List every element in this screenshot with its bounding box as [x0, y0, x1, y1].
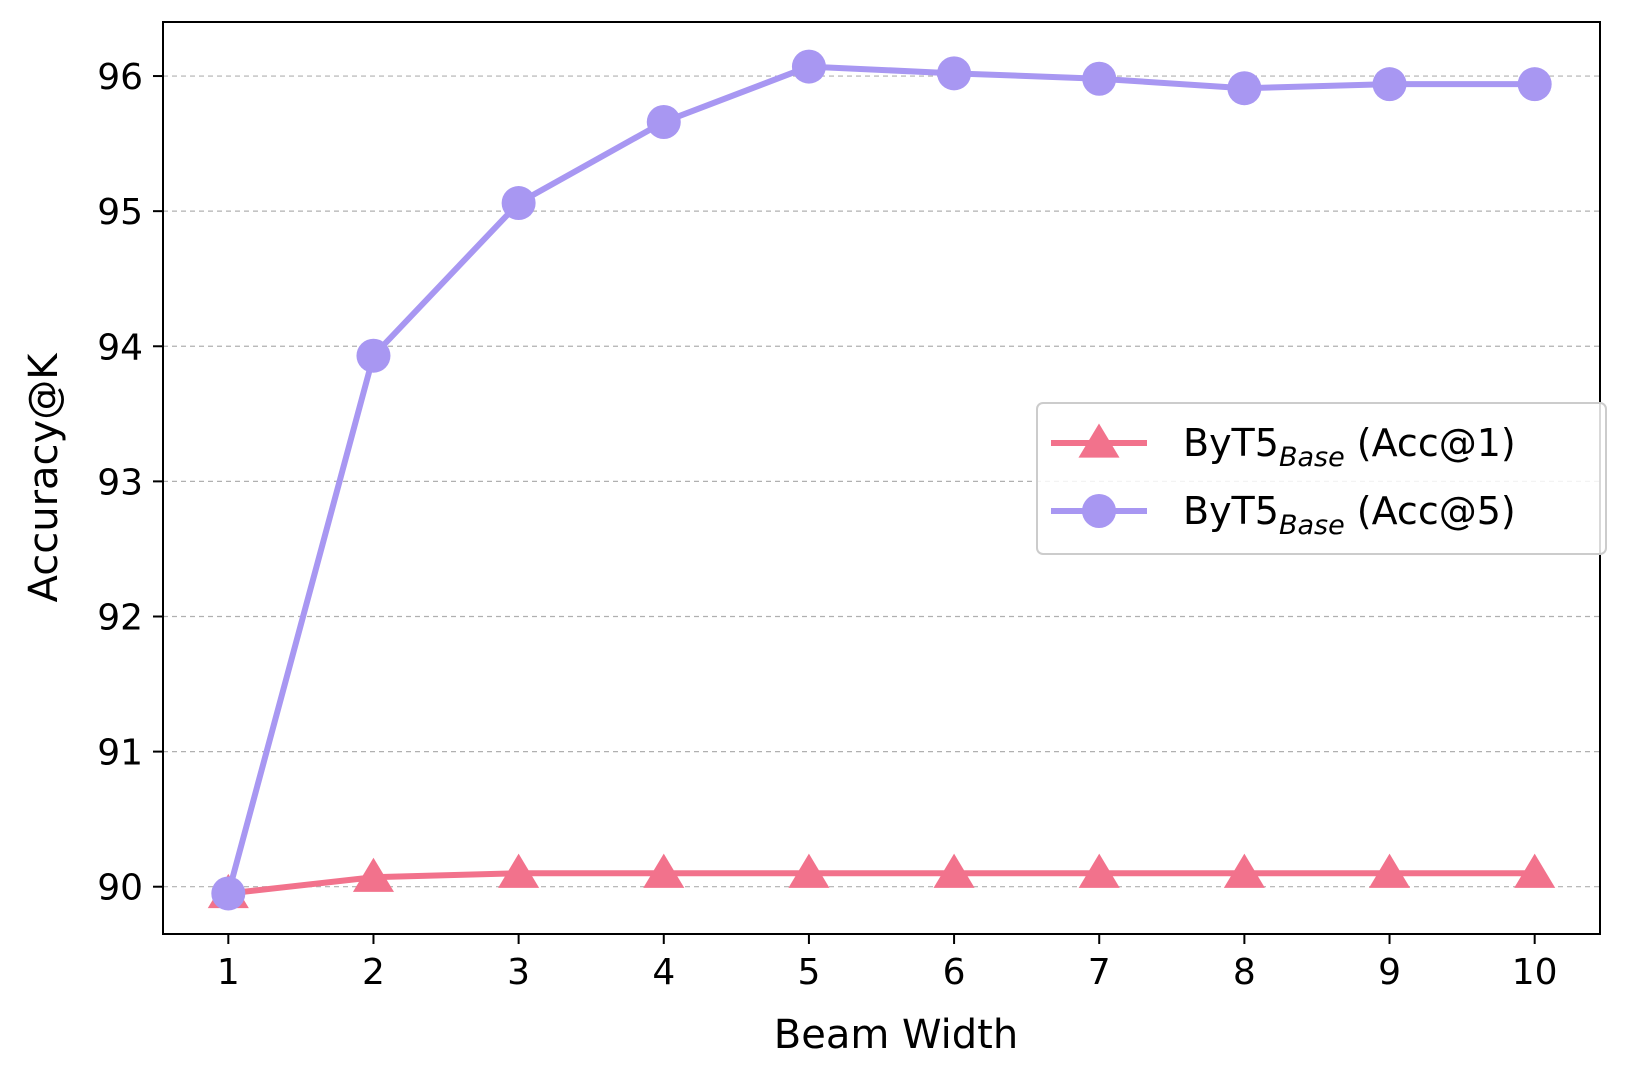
y-tick-label-2: 92 — [97, 597, 143, 638]
y-tick-label-3: 93 — [97, 462, 143, 503]
axis-ticks: 90 91 92 93 94 95 96 1 2 3 4 5 6 7 8 9 10 — [97, 57, 1557, 993]
series-0-point-4 — [788, 853, 830, 888]
y-axis-label: Accuracy@K — [21, 352, 67, 603]
x-tick-label-7: 8 — [1233, 952, 1256, 993]
x-tick-label-4: 5 — [797, 952, 820, 993]
series-1-point-3 — [646, 104, 681, 139]
series-1-point-0 — [211, 876, 246, 911]
x-tick-label-9: 10 — [1512, 952, 1558, 993]
x-tick-label-6: 7 — [1088, 952, 1111, 993]
series-0-point-1 — [352, 857, 394, 892]
x-axis-label: Beam Width — [774, 1012, 1018, 1058]
series-0-point-2 — [498, 853, 540, 888]
series-0-point-8 — [1369, 853, 1411, 888]
series-0-point-9 — [1514, 853, 1556, 888]
y-tick-label-0: 90 — [97, 868, 143, 909]
series-1-point-6 — [1082, 61, 1117, 96]
y-tick-label-4: 94 — [97, 327, 143, 368]
x-tick-label-1: 2 — [362, 952, 385, 993]
x-tick-label-3: 4 — [652, 952, 675, 993]
series-1-point-8 — [1372, 67, 1407, 102]
series-0-point-3 — [643, 853, 685, 888]
series-1-point-1 — [356, 338, 391, 373]
y-tick-label-1: 91 — [97, 733, 143, 774]
series-0-point-7 — [1223, 853, 1265, 888]
series-1-point-2 — [501, 186, 536, 221]
series-1-point-7 — [1227, 71, 1262, 106]
series-layer — [207, 49, 1556, 911]
legend-label-0: ByT5Base (Acc@1) — [1183, 421, 1516, 473]
series-line-1 — [225, 63, 1535, 895]
series-0-point-5 — [933, 853, 975, 888]
y-tick-label-5: 95 — [97, 192, 143, 233]
series-1-point-9 — [1517, 67, 1552, 102]
series-0-point-6 — [1078, 853, 1120, 888]
legend: ByT5Base (Acc@1) ByT5Base (Acc@5) — [1036, 402, 1607, 555]
legend-label-1: ByT5Base (Acc@5) — [1183, 489, 1516, 541]
legend-marker-1 — [1082, 494, 1116, 528]
x-tick-label-0: 1 — [217, 952, 240, 993]
series-line-0 — [227, 870, 1535, 897]
legend-marker-0 — [1078, 423, 1120, 458]
x-tick-label-8: 9 — [1378, 952, 1401, 993]
x-tick-label-2: 3 — [507, 952, 530, 993]
legend-box — [1036, 402, 1607, 555]
x-tick-label-5: 6 — [943, 952, 966, 993]
series-1-point-4 — [791, 49, 826, 84]
y-tick-label-6: 96 — [97, 57, 143, 98]
series-1-point-5 — [937, 56, 972, 91]
